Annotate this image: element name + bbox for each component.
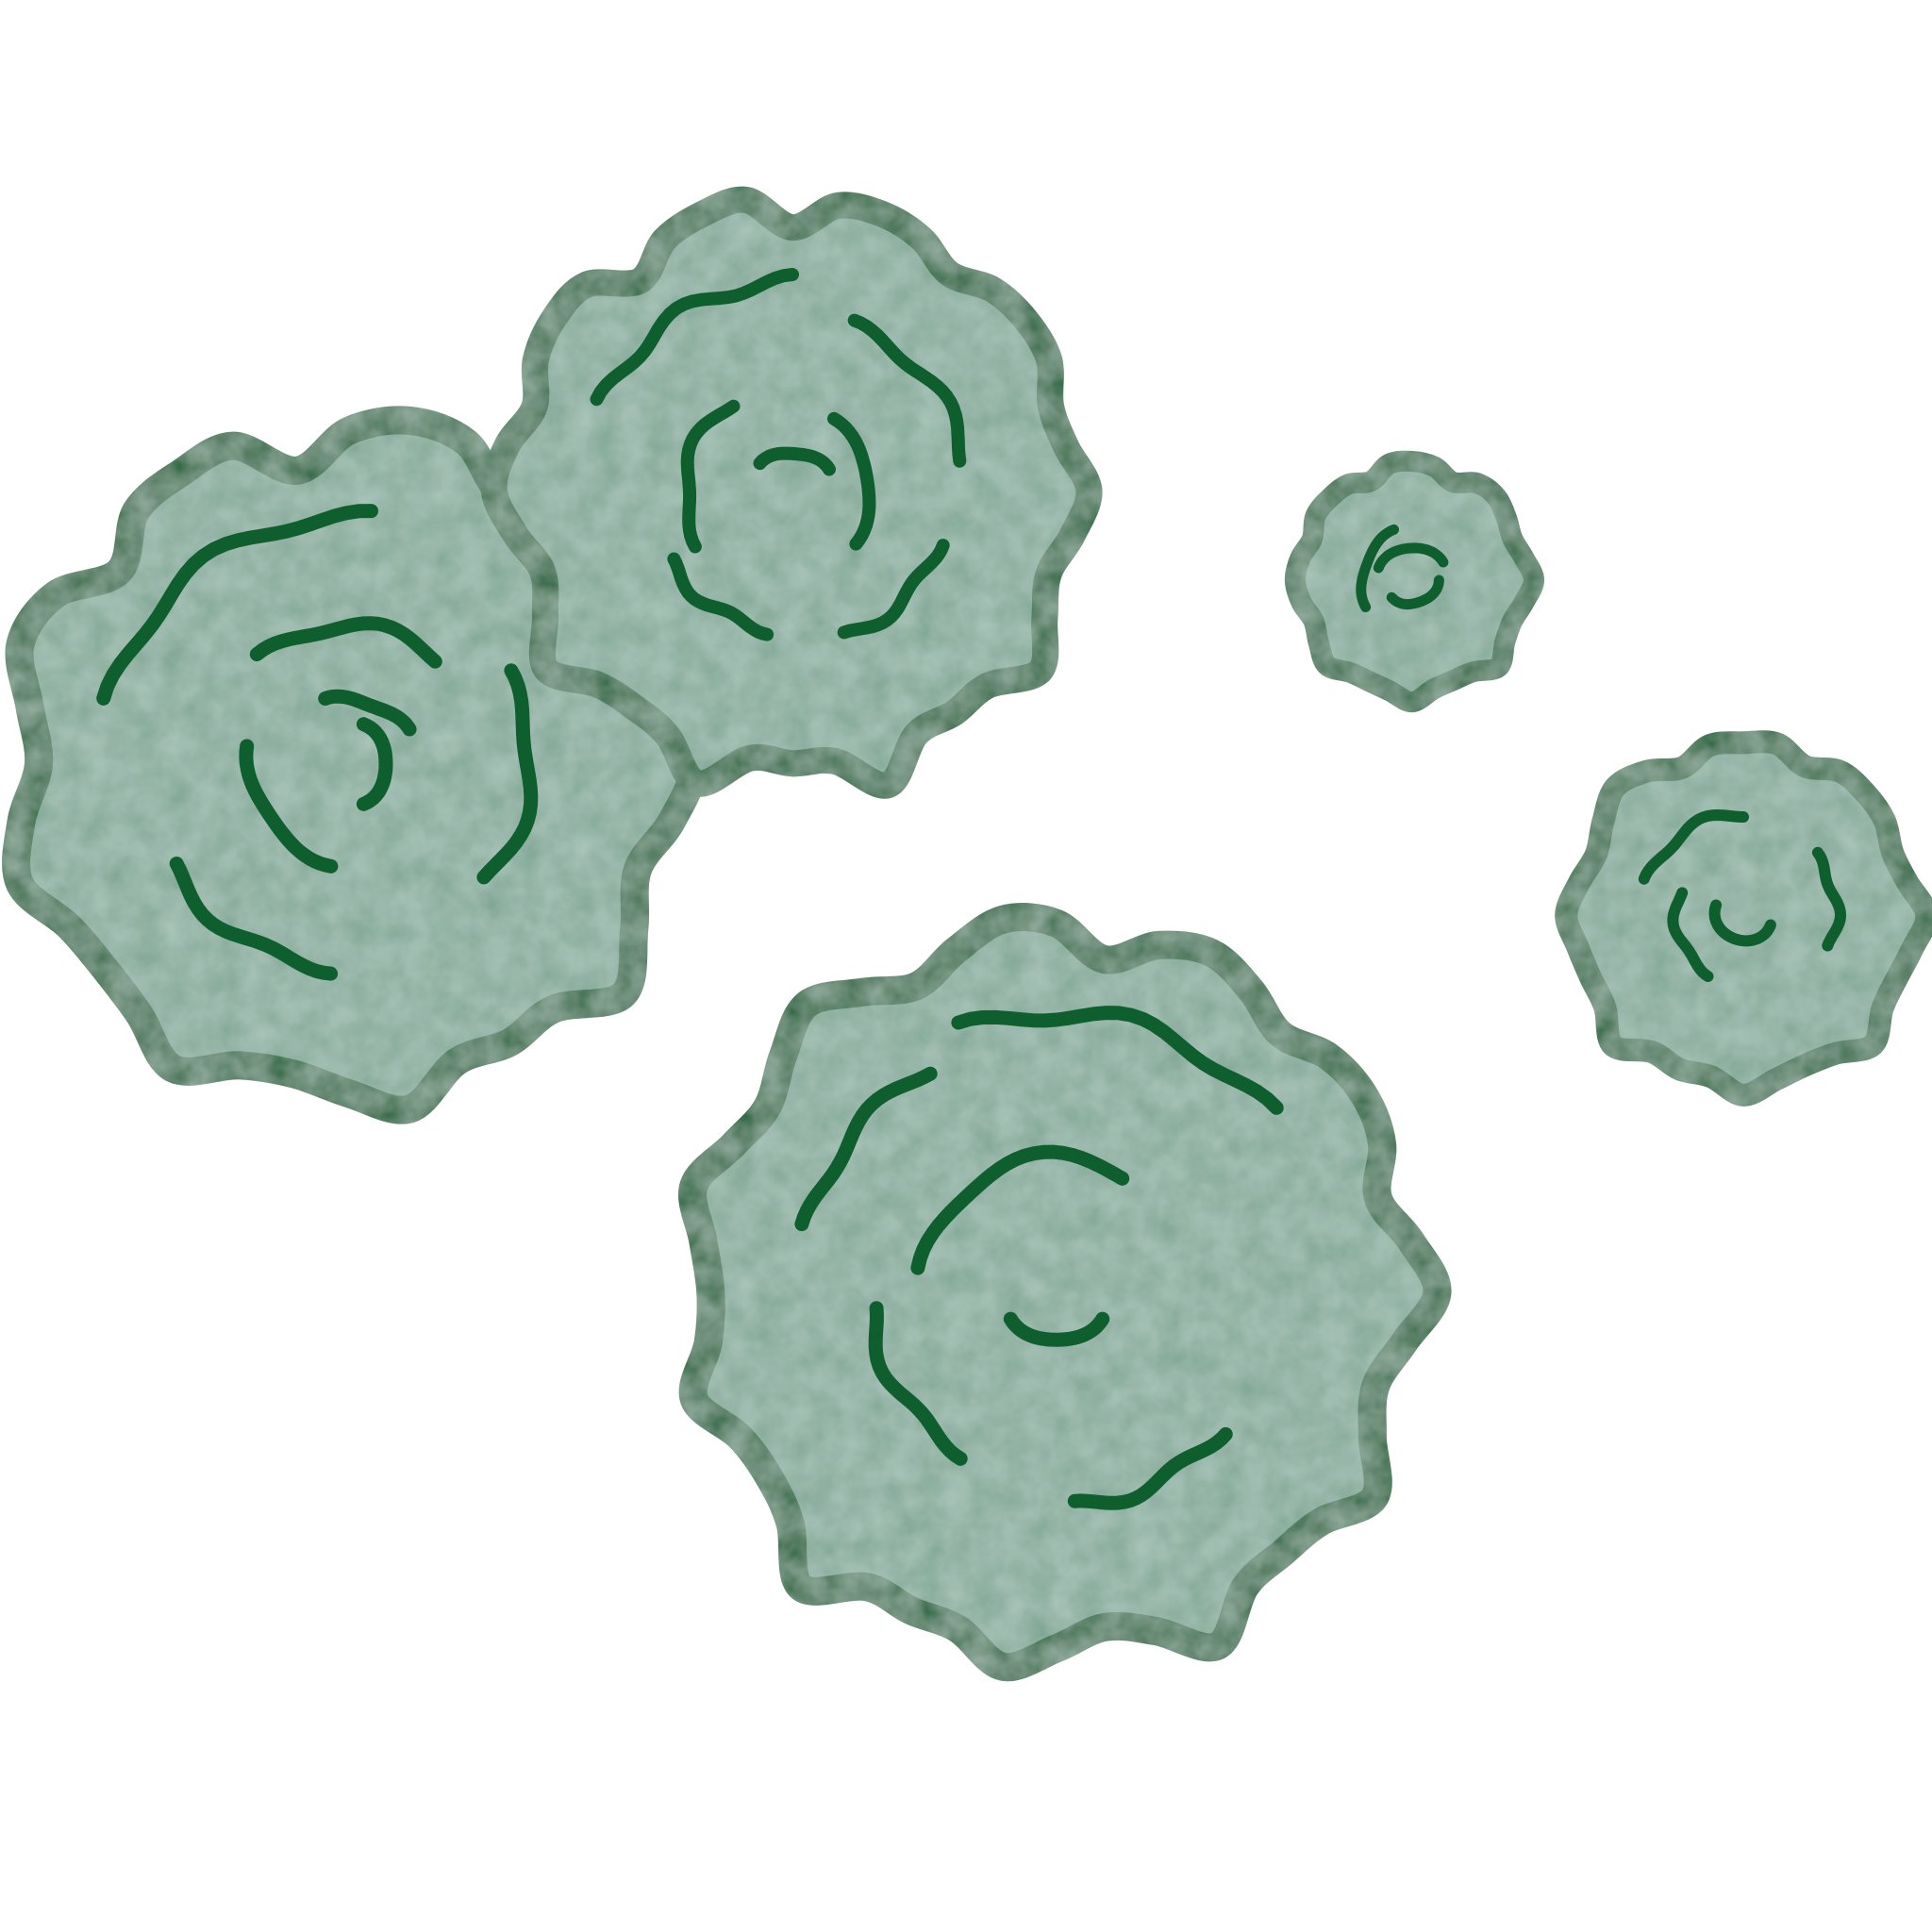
- mold-cluster-body: [1284, 450, 1544, 713]
- mold-swirl-line: [476, 663, 539, 885]
- mold-cluster-small-right-top: [1284, 450, 1544, 713]
- mold-swirl-line: [1708, 899, 1776, 947]
- mold-swirl-line: [1667, 887, 1714, 982]
- mold-cluster-body: [1555, 730, 1932, 1107]
- mold-swirl-line: [847, 313, 967, 468]
- mold-swirl-line: [868, 1301, 968, 1466]
- mold-swirl-line: [1067, 1426, 1233, 1510]
- mold-swirl-line: [1386, 575, 1444, 610]
- mold-cluster-small-right: [1555, 730, 1932, 1107]
- mold-swirl-line: [1638, 809, 1749, 885]
- mold-cluster-body: [678, 903, 1452, 1682]
- mold-swirl-line: [794, 1066, 938, 1232]
- mold-cluster-bottom-center: [678, 903, 1452, 1682]
- mold-swirl-line: [680, 399, 741, 554]
- mold-swirl-line: [1356, 524, 1399, 612]
- mold-swirl-line: [910, 1144, 1130, 1275]
- mold-swirl-line: [753, 446, 836, 476]
- mold-swirl-line: [96, 504, 378, 706]
- mold-swirl-line: [837, 539, 950, 640]
- mold-clusters: [2, 186, 1932, 1682]
- mold-swirl-line: [356, 717, 393, 811]
- mold-swirl-line: [169, 857, 339, 981]
- mold-swirl-line: [318, 689, 417, 737]
- mold-swirl-line: [1373, 542, 1449, 574]
- mold-swirl-line: [951, 1006, 1284, 1115]
- mold-swirl-line: [249, 616, 442, 669]
- mold-cluster-top-middle: [480, 186, 1103, 799]
- mold-swirl-line: [590, 268, 799, 407]
- mold-swirl-line: [827, 411, 876, 551]
- mold-swirl-line: [239, 739, 339, 874]
- mold-swirl-line: [1003, 1311, 1110, 1347]
- mold-swirl-line: [1811, 846, 1846, 952]
- mold-swirl-line: [667, 552, 774, 641]
